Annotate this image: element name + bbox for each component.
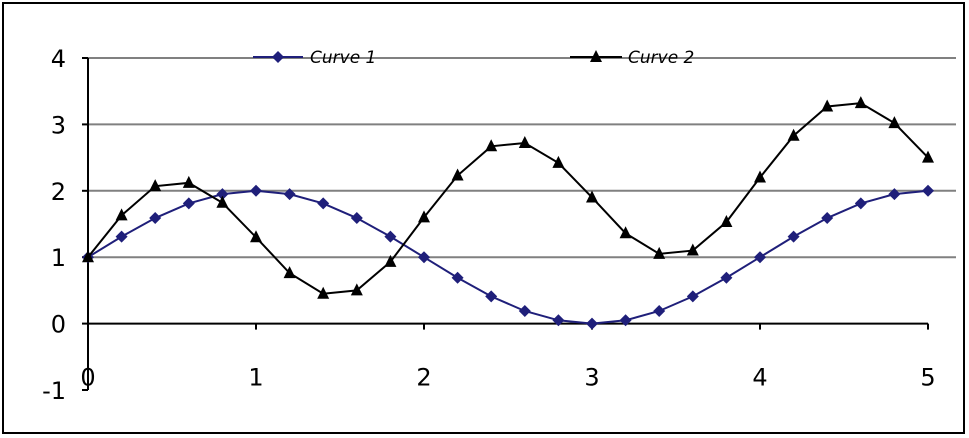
data-point	[283, 188, 296, 201]
data-point	[350, 283, 363, 296]
data-point	[754, 251, 766, 264]
data-point	[720, 271, 733, 284]
data-point	[888, 188, 901, 201]
data-point	[250, 230, 262, 243]
data-point	[115, 230, 128, 243]
data-point	[518, 135, 531, 148]
data-point	[283, 266, 296, 279]
data-point	[82, 250, 94, 263]
x-tick-label: 2	[416, 364, 431, 392]
series-group	[82, 96, 934, 330]
data-point	[787, 230, 800, 243]
data-point	[317, 197, 330, 210]
legend: Curve 1 Curve 2	[253, 48, 694, 68]
data-point	[384, 230, 397, 243]
data-point	[384, 254, 397, 267]
data-point	[854, 197, 867, 210]
series-2	[82, 96, 934, 299]
data-point	[451, 271, 464, 284]
data-point	[754, 170, 766, 183]
data-point	[149, 179, 162, 192]
data-point	[619, 314, 632, 327]
data-point	[418, 210, 430, 223]
data-point	[821, 99, 834, 112]
data-point	[720, 215, 733, 228]
y-tick-label: 2	[51, 178, 66, 206]
data-point	[653, 304, 666, 317]
data-point	[216, 195, 229, 208]
x-tick-label: 0	[80, 364, 95, 392]
data-point	[317, 286, 330, 299]
data-point	[653, 246, 666, 259]
series-line	[87, 102, 929, 295]
data-point	[216, 188, 229, 201]
data-point	[821, 212, 834, 225]
y-tick-label: -1	[42, 377, 66, 405]
data-point	[350, 212, 363, 225]
legend-entry-2: Curve 2	[570, 48, 694, 68]
y-tick-label: 4	[51, 45, 66, 73]
data-point	[182, 175, 195, 188]
x-tick-label: 4	[752, 364, 767, 392]
legend-label: Curve 2	[628, 48, 694, 68]
legend-entry-1: Curve 1	[253, 48, 376, 68]
data-point	[854, 96, 867, 109]
y-tick-label: 1	[51, 244, 66, 272]
data-point	[418, 251, 430, 264]
data-point	[272, 51, 284, 63]
data-point	[686, 290, 699, 303]
legend-label: Curve 1	[310, 48, 376, 68]
series-1	[82, 184, 934, 330]
data-point	[451, 168, 464, 181]
data-point	[922, 150, 934, 163]
data-point	[552, 155, 565, 168]
data-point	[115, 208, 128, 221]
data-point	[787, 128, 800, 141]
data-point	[485, 139, 498, 152]
data-point	[590, 50, 602, 62]
data-point	[586, 317, 598, 330]
data-point	[619, 226, 632, 239]
data-point	[485, 290, 498, 303]
data-point	[250, 184, 262, 197]
axes: -1 0 1 2 3 4 0 1 2 3 4 5	[42, 45, 936, 405]
y-tick-label: 3	[51, 111, 66, 139]
data-point	[182, 197, 195, 210]
series-line	[87, 189, 929, 325]
x-tick-label: 1	[248, 364, 263, 392]
grid-lines	[88, 57, 956, 259]
data-point	[922, 184, 934, 197]
data-point	[552, 314, 565, 327]
x-tick-label: 3	[584, 364, 599, 392]
data-point	[888, 116, 901, 129]
y-tick-label: 0	[51, 311, 66, 339]
data-point	[686, 243, 699, 256]
data-point	[518, 304, 531, 317]
data-point	[149, 212, 162, 225]
data-point	[586, 190, 598, 203]
x-tick-label: 5	[920, 364, 935, 392]
